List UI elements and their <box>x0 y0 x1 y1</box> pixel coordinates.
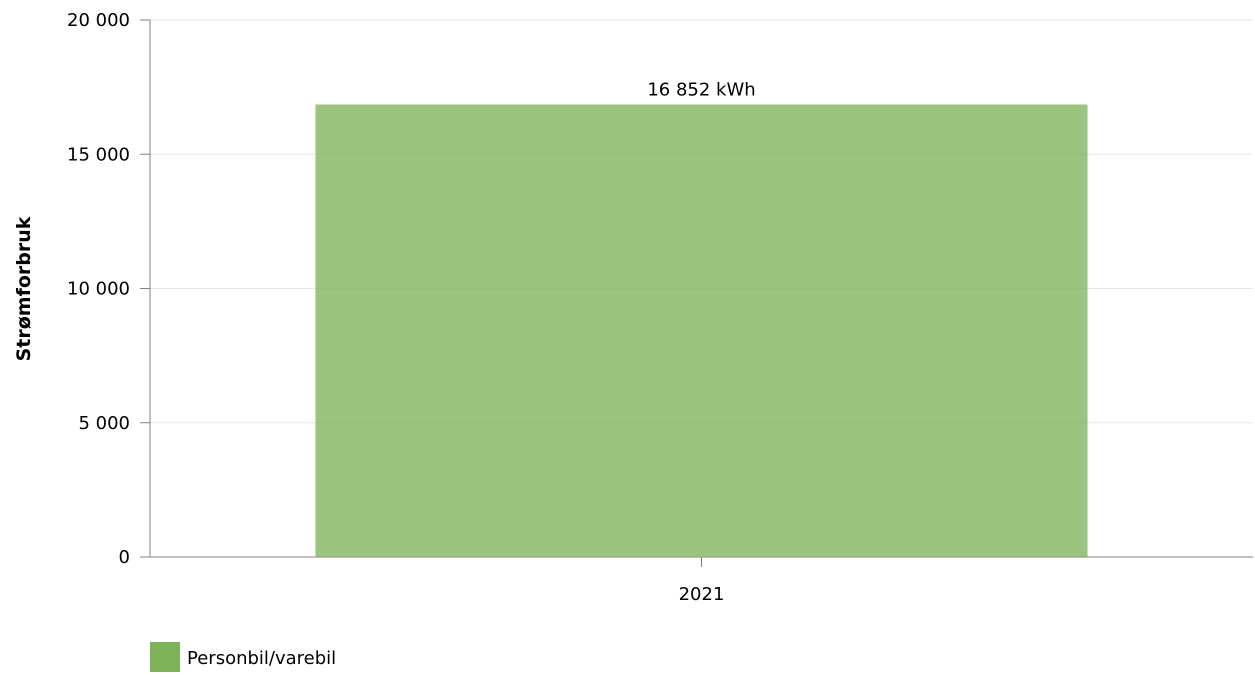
x-tick-label: 2021 <box>679 584 725 605</box>
bars <box>315 104 1088 557</box>
x-tick-labels: 2021 <box>679 557 725 605</box>
y-tick-label: 15 000 <box>67 144 130 165</box>
legend-label: Personbil/varebil <box>187 648 336 669</box>
y-tick-label: 20 000 <box>67 10 130 31</box>
y-tick-label: 0 <box>119 547 130 568</box>
y-tick-labels: 0 5 000 10 000 15 000 20 000 <box>67 10 130 568</box>
legend: Personbil/varebil <box>150 642 336 672</box>
bar <box>315 104 1088 557</box>
bar-value-label: 16 852 kWh <box>647 80 755 101</box>
legend-swatch <box>150 642 180 672</box>
y-tick-label: 5 000 <box>78 413 130 434</box>
data-labels: 16 852 kWh <box>647 80 755 101</box>
y-tick-label: 10 000 <box>67 279 130 300</box>
y-axis-title: Strømforbruk <box>13 216 35 361</box>
